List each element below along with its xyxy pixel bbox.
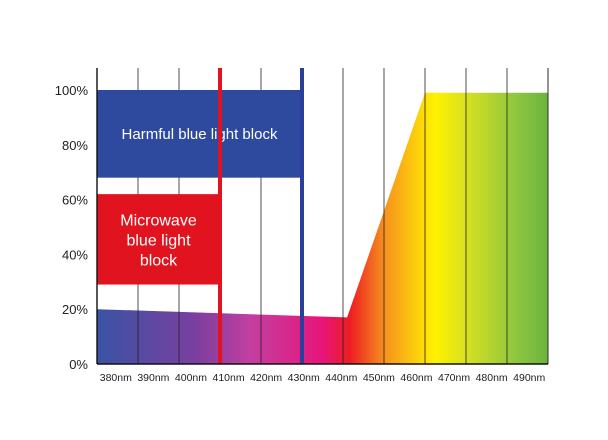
y-tick-label-20: 20% xyxy=(62,302,88,317)
x-tick-label-450: 450nm xyxy=(363,372,395,384)
y-tick-label-60: 60% xyxy=(62,193,88,208)
x-tick-label-480: 480nm xyxy=(476,372,508,384)
block-label-1-line-2: block xyxy=(140,252,178,269)
x-tick-label-460: 460nm xyxy=(400,372,432,384)
transmission-area xyxy=(97,92,548,365)
x-tick-label-490: 490nm xyxy=(513,372,545,384)
x-tick-label-410: 410nm xyxy=(212,372,244,384)
blocks-layer: Harmful blue light block Microwave blue li… xyxy=(97,68,304,364)
block-label-1-line-0: Microwave xyxy=(120,212,197,229)
y-tick-label-40: 40% xyxy=(62,247,88,262)
y-tick-label-80: 80% xyxy=(62,138,88,153)
x-tick-label-440: 440nm xyxy=(325,372,357,384)
block-label-1-line-1: blue light xyxy=(126,232,191,249)
block-rect-0 xyxy=(97,90,302,178)
x-tick-label-470: 470nm xyxy=(438,372,470,384)
y-tick-label-100: 100% xyxy=(55,83,89,98)
x-tick-label-390: 390nm xyxy=(137,372,169,384)
block-label-0: Harmful blue light block xyxy=(122,126,278,143)
block-line-0 xyxy=(300,68,304,364)
tick-labels-layer: 0% 20% 40% 60% 80% 100% 380nm 390nm 400nm 410nm 42… xyxy=(55,83,546,384)
x-tick-label-400: 400nm xyxy=(175,372,207,384)
x-tick-label-430: 430nm xyxy=(288,372,320,384)
axes-layer xyxy=(96,68,548,365)
block-rect-1 xyxy=(97,194,220,285)
x-tick-label-380: 380nm xyxy=(100,372,132,384)
transmission-area-layer xyxy=(97,92,548,365)
x-tick-label-420: 420nm xyxy=(250,372,282,384)
y-tick-label-0: 0% xyxy=(69,357,88,372)
block-line-1 xyxy=(218,68,222,364)
